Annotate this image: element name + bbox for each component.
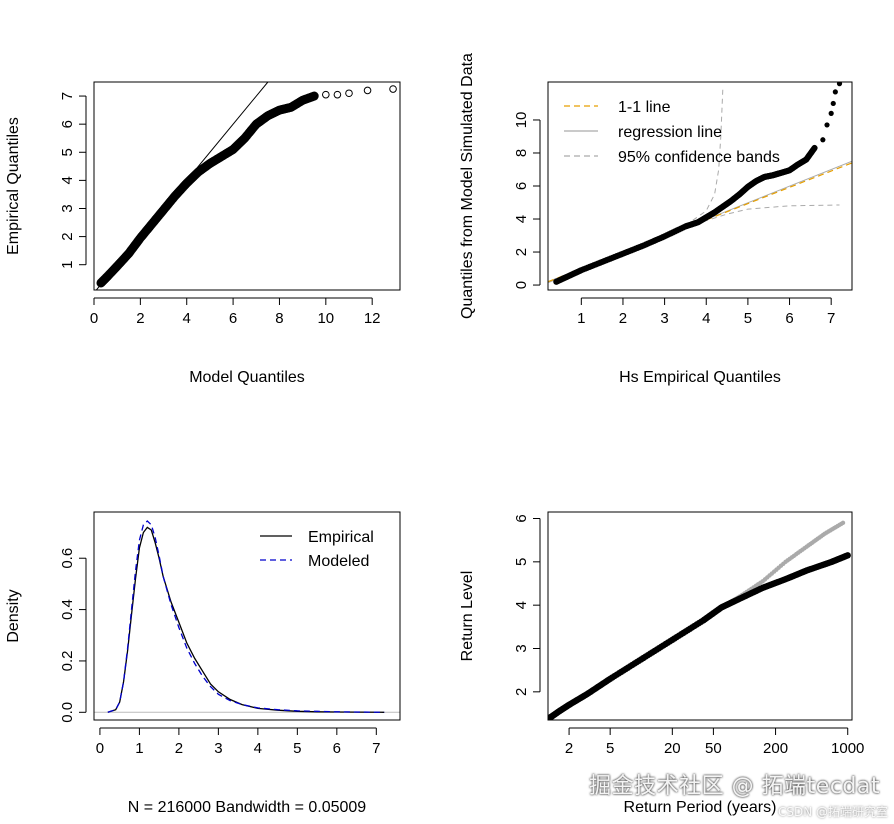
y-tick-label: 2 <box>513 248 530 256</box>
y-tick-label: 0.4 <box>59 599 76 620</box>
y-tick-label: 3 <box>59 204 76 212</box>
x-tick-label: 4 <box>254 740 262 757</box>
panel-qq-simulated: 1-1 line regression line 95% confidence ba… <box>459 53 853 386</box>
data-point <box>830 100 836 107</box>
y-tick-label: 2 <box>513 688 530 696</box>
x-tick-label: 5 <box>293 740 301 757</box>
legend-label: 1-1 line <box>618 99 671 116</box>
legend-label: Modeled <box>308 553 369 570</box>
data-point <box>389 85 397 93</box>
data-point <box>345 89 353 98</box>
data-point <box>811 144 818 152</box>
data-point <box>820 137 826 143</box>
y-tick-label: 4 <box>513 601 530 609</box>
x-tick-label: 3 <box>214 740 222 757</box>
x-tick-label: 2 <box>619 310 627 327</box>
x-tick-label: 6 <box>333 740 341 757</box>
confidence-band-upper <box>552 86 724 281</box>
y-axis-title: Empirical Quantiles <box>5 117 22 255</box>
y-tick-label: 5 <box>59 148 76 156</box>
x-tick-label: 7 <box>827 310 835 327</box>
data-point <box>828 110 834 116</box>
plot-frame <box>93 511 401 721</box>
y-axis-title: Density <box>5 589 22 642</box>
x-tick-label: 50 <box>705 740 722 757</box>
plot-area <box>94 520 400 713</box>
y-tick-label: 7 <box>59 92 76 100</box>
y-tick-label: 0 <box>513 281 530 289</box>
x-axis-title: Model Quantiles <box>189 369 305 386</box>
series-modeled <box>107 520 385 713</box>
y-tick-label: 6 <box>513 182 530 190</box>
x-tick-label: 0 <box>96 740 104 757</box>
plot-area <box>95 82 397 290</box>
plot-frame <box>547 511 853 721</box>
x-tick-label: 2 <box>175 740 183 757</box>
data-point <box>363 86 372 95</box>
y-tick-label: 8 <box>513 149 530 157</box>
x-tick-label: 200 <box>763 740 788 757</box>
x-tick-label: 2 <box>565 740 573 757</box>
x-tick-label: 4 <box>183 310 191 327</box>
x-axis-title: N = 216000 Bandwidth = 0.05009 <box>128 799 367 816</box>
data-point-gray <box>840 520 846 526</box>
y-tick-label: 1 <box>59 261 76 269</box>
data-point <box>836 82 843 87</box>
x-axis-title: Hs Empirical Quantiles <box>619 369 781 386</box>
y-tick-label: 3 <box>513 644 530 652</box>
y-tick-label: 0.2 <box>59 651 76 672</box>
y-tick-label: 2 <box>59 232 76 240</box>
x-tick-label: 6 <box>785 310 793 327</box>
panel-density: Empirical Modeled 0 1 2 3 4 5 6 7 0.0 0.2 0.4 0.6 N = … <box>5 511 401 816</box>
x-tick-label: 2 <box>136 310 144 327</box>
plot-frame <box>93 81 401 291</box>
y-tick-label: 10 <box>513 112 530 129</box>
x-tick-label: 5 <box>744 310 752 327</box>
data-point <box>844 552 851 559</box>
x-tick-label: 12 <box>364 310 381 327</box>
legend-label: regression line <box>618 124 722 141</box>
x-axis-title: Return Period (years) <box>624 799 777 816</box>
x-tick-label: 8 <box>275 310 283 327</box>
legend-label: 95% confidence bands <box>618 149 780 166</box>
legend-label: Empirical <box>308 529 374 546</box>
y-tick-label: 0.6 <box>59 548 76 569</box>
x-tick-label: 3 <box>660 310 668 327</box>
x-tick-label: 6 <box>229 310 237 327</box>
legend: Empirical Modeled <box>260 529 374 570</box>
y-tick-label: 4 <box>513 215 530 223</box>
plot-area <box>548 82 852 285</box>
y-axis-title: Quantiles from Model Simulated Data <box>459 53 476 319</box>
y-tick-label: 6 <box>513 514 530 522</box>
data-point <box>322 90 330 99</box>
x-tick-label: 1000 <box>831 740 864 757</box>
x-tick-label: 5 <box>606 740 614 757</box>
plot-area <box>548 520 851 720</box>
y-axis-title: Return Level <box>459 571 476 662</box>
x-tick-label: 4 <box>702 310 710 327</box>
y-tick-label: 0.0 <box>59 702 76 723</box>
watermark-sub: CSDN @拓端研究室 <box>777 805 888 819</box>
x-tick-label: 1 <box>135 740 143 757</box>
data-point <box>832 89 838 95</box>
y-tick-label: 6 <box>59 120 76 128</box>
data-point <box>333 90 342 99</box>
watermark-main: 掘金技术社区 @ 拓端tecdat <box>589 774 880 799</box>
legend: 1-1 line regression line 95% confidence ba… <box>564 99 780 166</box>
confidence-band-lower <box>552 204 840 281</box>
x-tick-label: 10 <box>317 310 334 327</box>
data-point <box>310 92 319 100</box>
x-tick-label: 1 <box>577 310 585 327</box>
panel-return-level: 2 5 20 50 200 1000 2 3 4 5 6 Return Period (years) R… <box>459 511 864 816</box>
plot-frame <box>547 81 853 291</box>
y-tick-label: 4 <box>59 176 76 184</box>
x-tick-label: 7 <box>372 740 380 757</box>
data-point <box>824 122 830 128</box>
x-tick-label: 0 <box>90 310 98 327</box>
y-tick-label: 5 <box>513 558 530 566</box>
x-tick-label: 20 <box>664 740 681 757</box>
